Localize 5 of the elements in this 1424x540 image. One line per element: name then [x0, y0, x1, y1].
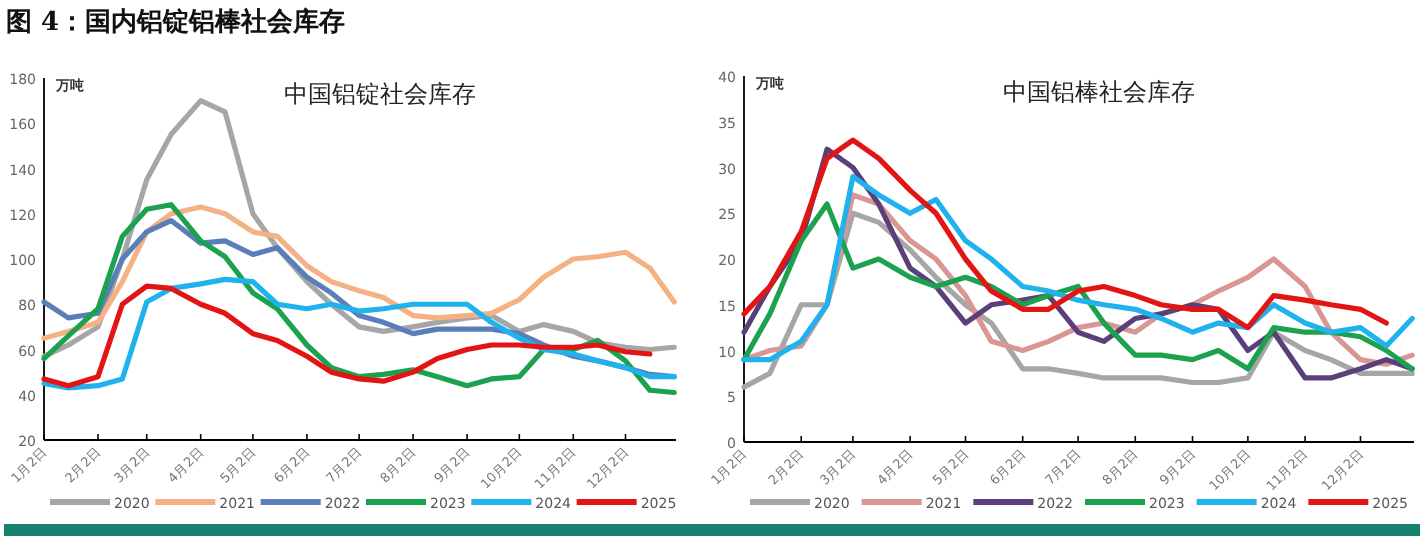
line-series	[41, 204, 677, 341]
chart-title: 中国铝棒社会库存	[1003, 78, 1195, 106]
chart-title: 中国铝锭社会库存	[284, 80, 476, 108]
line-series	[741, 137, 1389, 331]
caption: 图 4：国内铝锭铝棒社会库存	[6, 6, 346, 38]
